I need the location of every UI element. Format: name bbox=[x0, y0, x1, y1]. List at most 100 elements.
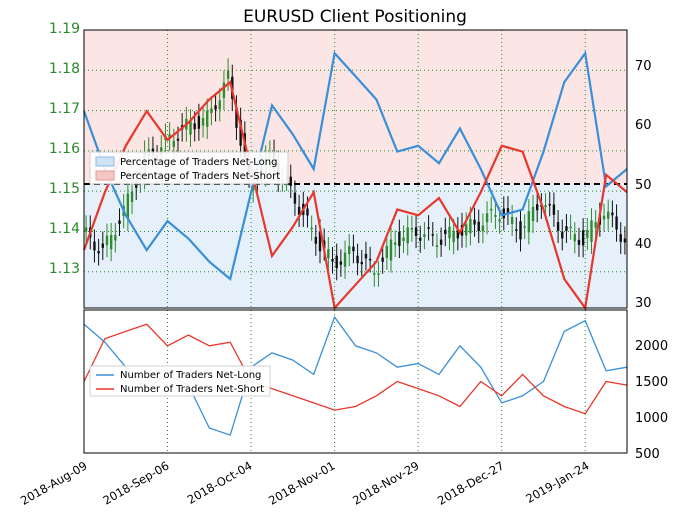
candle-body bbox=[414, 227, 418, 236]
candle-body bbox=[105, 235, 109, 246]
candle-body bbox=[327, 249, 330, 259]
candle-body bbox=[306, 208, 309, 216]
candle-body bbox=[101, 243, 104, 248]
candle-body bbox=[561, 231, 564, 239]
candle-body bbox=[619, 234, 622, 242]
candle-body bbox=[360, 261, 363, 265]
top-panel-frame bbox=[83, 29, 628, 309]
candle-body bbox=[331, 259, 334, 262]
left-tick-1.18: 1.18 bbox=[49, 61, 80, 77]
candle-body bbox=[506, 208, 510, 213]
left-axis-ticks: 1.19 1.18 1.17 1.16 1.15 1.14 1.13 bbox=[49, 21, 80, 277]
legend-label-net-long: Percentage of Traders Net-Long bbox=[120, 157, 278, 168]
candle-body bbox=[515, 229, 518, 231]
right-axis-ticks-top: 70 60 50 40 30 bbox=[635, 59, 652, 311]
candle-body bbox=[523, 226, 526, 228]
candle-body bbox=[210, 108, 213, 114]
candle-body bbox=[494, 215, 497, 217]
candle-body bbox=[544, 205, 547, 208]
right-axis-ticks-bottom: 2000 1500 1000 500 bbox=[635, 339, 668, 462]
candle-body bbox=[189, 121, 192, 135]
bottom-panel-frame bbox=[83, 309, 628, 454]
candle-body bbox=[623, 238, 627, 243]
candle-body bbox=[130, 191, 134, 203]
candle-body bbox=[410, 227, 414, 230]
left-tick-1.14: 1.14 bbox=[49, 221, 80, 237]
candle-body bbox=[364, 253, 368, 259]
candle-body bbox=[206, 110, 209, 127]
x-tick-2018-Aug-09: 2018-Aug-09 bbox=[18, 458, 89, 507]
left-tick-1.13: 1.13 bbox=[49, 261, 80, 277]
candle-body bbox=[581, 230, 585, 246]
right-tick-70: 70 bbox=[635, 59, 652, 74]
top-panel: Percentage of Traders Net-Long Percentag… bbox=[49, 21, 652, 311]
candle-body bbox=[452, 230, 455, 243]
x-tick-2018-Nov-01: 2018-Nov-01 bbox=[266, 458, 337, 507]
candle-body bbox=[485, 213, 489, 223]
candle-body bbox=[406, 227, 409, 244]
candle-body bbox=[573, 234, 576, 242]
legend-label-number-net-long: Number of Traders Net-Long bbox=[120, 370, 261, 381]
legend-label-net-short: Percentage of Traders Net-Short bbox=[120, 171, 280, 182]
candle-body bbox=[222, 82, 226, 98]
candle-body bbox=[114, 235, 117, 241]
x-axis-ticks: 2018-Aug-09 2018-Sep-06 2018-Oct-04 2018… bbox=[18, 458, 591, 507]
x-tick-2019-Jan-24: 2019-Jan-24 bbox=[523, 458, 591, 505]
candle-body bbox=[393, 242, 397, 245]
right-tick-30: 30 bbox=[635, 296, 652, 311]
candle-body bbox=[109, 235, 113, 250]
x-tick-2018-Sep-06: 2018-Sep-06 bbox=[101, 458, 172, 507]
legend-swatch-net-short bbox=[95, 170, 115, 181]
chart-title: EURUSD Client Positioning bbox=[243, 7, 467, 27]
candle-body bbox=[201, 118, 205, 126]
candle-body bbox=[510, 216, 514, 224]
candle-body bbox=[172, 140, 176, 147]
candle-body bbox=[97, 250, 100, 254]
left-tick-1.17: 1.17 bbox=[49, 101, 80, 117]
candle-body bbox=[193, 123, 196, 130]
candle-body bbox=[373, 273, 376, 275]
legend-label-number-net-short: Number of Traders Net-Short bbox=[120, 384, 264, 395]
x-tick-2018-Dec-27: 2018-Dec-27 bbox=[435, 458, 506, 507]
candle-body bbox=[368, 258, 372, 261]
candle-body bbox=[389, 239, 393, 261]
candle-body bbox=[565, 226, 568, 231]
right-tick-500: 500 bbox=[635, 447, 660, 462]
candle-body bbox=[527, 211, 531, 233]
right-tick-1000: 1000 bbox=[635, 411, 668, 426]
candle-body bbox=[615, 216, 618, 230]
left-tick-1.15: 1.15 bbox=[49, 181, 80, 197]
candle-body bbox=[490, 208, 493, 211]
candle-body bbox=[477, 221, 480, 232]
candle-body bbox=[235, 107, 238, 128]
candle-body bbox=[226, 70, 230, 79]
candle-body bbox=[611, 212, 614, 216]
candle-body bbox=[502, 208, 505, 219]
candle-body bbox=[381, 257, 384, 262]
top-legend: Percentage of Traders Net-Long Percentag… bbox=[89, 151, 289, 185]
candle-body bbox=[602, 215, 606, 220]
candle-body bbox=[385, 245, 389, 258]
candle-body bbox=[552, 204, 556, 215]
right-tick-50: 50 bbox=[635, 178, 652, 193]
candle-body bbox=[569, 226, 572, 229]
candle-body bbox=[214, 105, 217, 110]
candle-body bbox=[197, 115, 201, 129]
candle-body bbox=[531, 206, 535, 222]
candle-body bbox=[93, 241, 96, 251]
right-tick-2000: 2000 bbox=[635, 339, 668, 354]
candle-body bbox=[469, 218, 472, 234]
candle-body bbox=[402, 237, 405, 241]
candle-body bbox=[423, 234, 426, 238]
candle-body bbox=[352, 246, 355, 252]
x-tick-2018-Oct-04: 2018-Oct-04 bbox=[185, 458, 255, 506]
candle-body bbox=[293, 192, 297, 204]
bottom-legend: Number of Traders Net-Long Number of Tra… bbox=[89, 365, 271, 397]
candle-body bbox=[435, 245, 439, 247]
bottom-panel: Number of Traders Net-Long Number of Tra… bbox=[83, 309, 668, 462]
candle-body bbox=[289, 176, 292, 186]
candle-body bbox=[398, 231, 401, 246]
top-legend-box bbox=[89, 151, 289, 185]
series-line-number-net-short bbox=[83, 323, 628, 415]
